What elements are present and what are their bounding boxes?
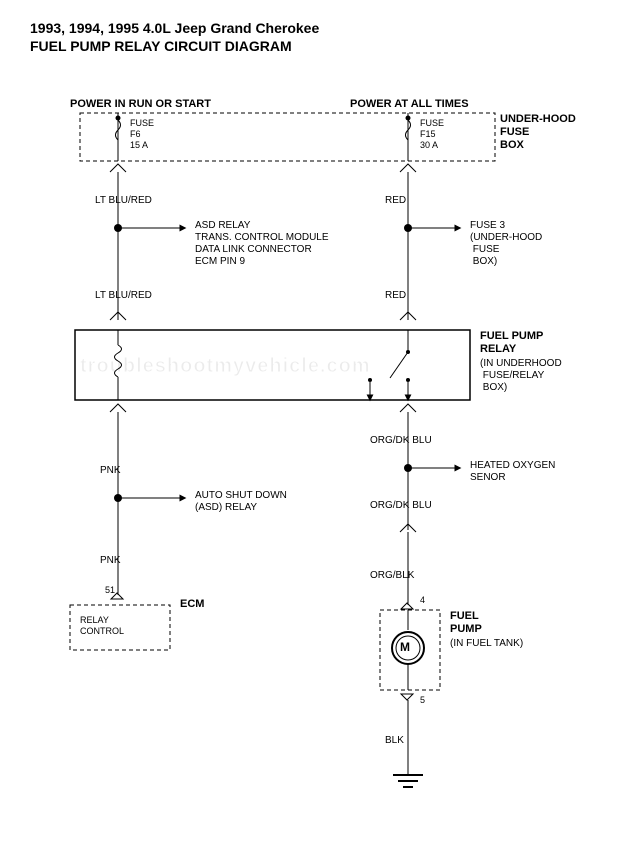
diagram-svg: [0, 0, 618, 850]
